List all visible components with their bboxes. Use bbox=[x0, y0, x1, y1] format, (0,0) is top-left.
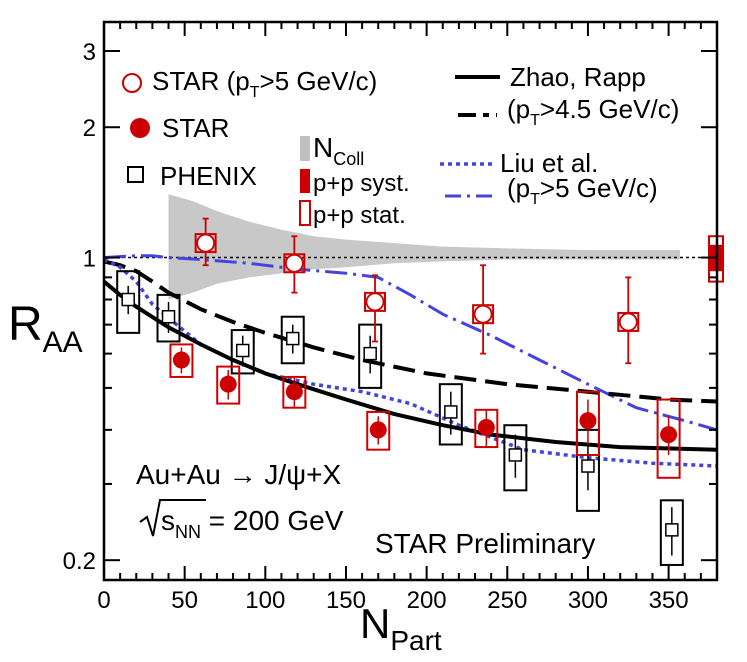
star-syst-box bbox=[216, 365, 241, 405]
legend-liu-label: Liu et al. bbox=[500, 148, 598, 178]
star-syst-box bbox=[656, 398, 681, 479]
star-syst-box bbox=[169, 343, 194, 378]
star-point bbox=[219, 375, 237, 393]
x-tick-label: 50 bbox=[171, 587, 198, 614]
phenix-point bbox=[508, 448, 523, 462]
y-tick-label: 1 bbox=[83, 246, 96, 273]
phenix-point bbox=[581, 459, 595, 473]
phenix-syst-box bbox=[659, 499, 684, 566]
star-point bbox=[477, 419, 495, 437]
phenix-syst-box bbox=[358, 323, 383, 389]
x-tick-label: 200 bbox=[407, 587, 447, 614]
axis-ticks bbox=[103, 22, 717, 580]
legend-star-marker bbox=[130, 118, 150, 138]
star-point bbox=[369, 421, 387, 439]
star-highpt-point bbox=[473, 304, 493, 324]
legend-zhao-label: Zhao, Rapp bbox=[510, 62, 646, 92]
y-tick-label: 3 bbox=[83, 39, 96, 66]
legend-liu-highpt-label: (pT>5 GeV/c) bbox=[507, 173, 658, 208]
x-tick-label: 350 bbox=[649, 587, 689, 614]
phenix-point bbox=[121, 292, 135, 307]
phenix-point bbox=[161, 309, 176, 324]
x-axis-title: NPart bbox=[360, 600, 442, 656]
liu-curve bbox=[104, 257, 717, 468]
legend-star-label: STAR bbox=[162, 113, 229, 143]
legend-middle: NColl p+p syst. p+p stat. bbox=[299, 132, 410, 229]
star-point bbox=[285, 383, 303, 401]
svg-text:sNN = 200 GeV: sNN = 200 GeV bbox=[161, 505, 344, 542]
phenix-syst-box bbox=[116, 270, 141, 334]
phenix-point bbox=[363, 346, 377, 361]
star-highpt-point bbox=[284, 253, 304, 273]
legend-star-highpt-marker bbox=[122, 73, 142, 93]
liu-highpt-curve bbox=[104, 254, 717, 432]
phenix-syst-box bbox=[280, 315, 305, 365]
y-tick-label: 2 bbox=[83, 115, 96, 142]
y-axis-title: RAA bbox=[8, 298, 83, 359]
star-syst-box bbox=[575, 390, 600, 456]
legend-phenix-marker bbox=[127, 166, 144, 183]
x-tick-label: 250 bbox=[487, 587, 527, 614]
legend-ncoll-label: NColl bbox=[313, 132, 364, 169]
star-highpt-point bbox=[196, 233, 216, 253]
energy-label: sNN = 200 GeV bbox=[139, 499, 344, 542]
star-point bbox=[660, 426, 678, 444]
star-point bbox=[172, 351, 190, 369]
sqrt-sign bbox=[139, 499, 206, 537]
star-point bbox=[579, 412, 597, 430]
phenix-point bbox=[444, 405, 458, 419]
phenix-syst-box bbox=[438, 383, 463, 446]
legend-pp-syst-swatch bbox=[300, 169, 310, 193]
legend-phenix-label: PHENIX bbox=[160, 161, 257, 191]
star-syst-box bbox=[366, 410, 391, 451]
phenix-syst-box bbox=[156, 293, 181, 343]
phenix-syst-box bbox=[503, 424, 528, 492]
star-series bbox=[169, 343, 681, 479]
x-tick-labels: 0 50 100 150 200 250 300 350 bbox=[97, 587, 688, 614]
ncoll-uncertainty-band bbox=[168, 194, 680, 300]
phenix-point bbox=[285, 331, 300, 346]
y-tick-label: 0.2 bbox=[63, 548, 96, 575]
star-highpt-point bbox=[365, 292, 385, 312]
legend-zhao-highpt-label: (pT>4.5 GeV/c) bbox=[507, 94, 679, 129]
x-tick-label: 300 bbox=[568, 587, 608, 614]
x-tick-label: 100 bbox=[245, 587, 285, 614]
phenix-point bbox=[665, 523, 679, 537]
preliminary-label: STAR Preliminary bbox=[375, 528, 595, 559]
reaction-label: Au+Au → J/ψ+X bbox=[136, 459, 341, 490]
phenix-syst-box bbox=[230, 329, 255, 375]
star-highpt-series bbox=[194, 217, 640, 365]
star-highpt-point bbox=[618, 312, 638, 332]
phenix-point bbox=[235, 343, 250, 358]
legend-pp-stat-swatch bbox=[299, 200, 311, 226]
y-tick-labels: 0.2 1 2 3 bbox=[63, 39, 96, 575]
legend-ncoll-swatch bbox=[300, 136, 310, 161]
phenix-series bbox=[116, 270, 684, 566]
x-tick-label: 0 bbox=[97, 587, 110, 614]
legend-left: STAR (pT>5 GeV/c) STAR PHENIX bbox=[122, 66, 377, 191]
legend-star-highpt-label: STAR (pT>5 GeV/c) bbox=[152, 66, 377, 101]
legend-pp-stat-label: p+p stat. bbox=[313, 202, 406, 229]
x-tick-label: 150 bbox=[326, 587, 366, 614]
legend-pp-syst-label: p+p syst. bbox=[313, 170, 410, 197]
legend-right: Zhao, Rapp (pT>4.5 GeV/c) Liu et al. (pT… bbox=[440, 62, 679, 208]
zhao-rapp-highpt-curve bbox=[104, 259, 717, 404]
